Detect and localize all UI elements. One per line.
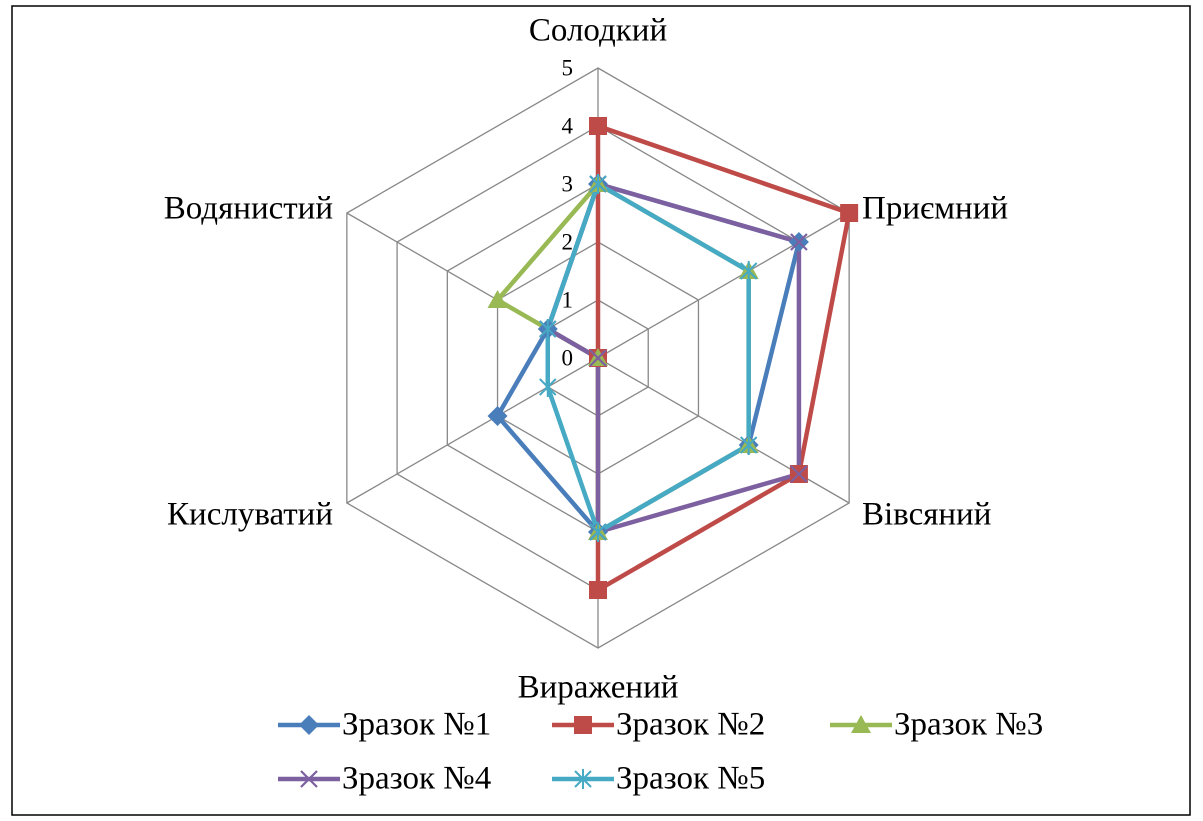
category-label: Виражений: [518, 670, 679, 706]
tick-label: 2: [562, 229, 574, 254]
marker: [739, 261, 758, 281]
category-label: Вівсяний: [862, 497, 991, 533]
marker: [790, 233, 808, 251]
legend-label: Зразок №4: [342, 761, 491, 797]
category-label: Приємний: [862, 191, 1008, 227]
marker: [574, 716, 592, 734]
marker: [589, 581, 607, 599]
marker: [589, 117, 607, 135]
tick-label: 1: [562, 287, 574, 312]
category-label: Солодкий: [529, 13, 667, 49]
marker: [299, 715, 319, 735]
marker: [487, 290, 508, 308]
category-label: Кислуватий: [167, 497, 333, 533]
tick-label: 5: [562, 55, 574, 80]
tick-label: 0: [562, 345, 574, 370]
spoke: [597, 212, 850, 359]
marker: [589, 349, 607, 367]
marker: [539, 319, 557, 339]
marker: [589, 174, 607, 194]
chart-border: [11, 5, 1191, 816]
marker: [840, 204, 859, 222]
marker: [487, 406, 508, 426]
marker: [574, 769, 592, 789]
tick-label: 3: [562, 171, 574, 196]
marker: [539, 377, 557, 397]
category-label: Водянистий: [164, 191, 333, 227]
tick-label: 4: [562, 113, 574, 138]
legend-label: Зразок №2: [616, 707, 765, 743]
legend-label: Зразок №1: [342, 707, 491, 743]
legend-label: Зразок №5: [616, 761, 765, 797]
marker: [300, 770, 318, 788]
marker: [790, 465, 808, 483]
marker: [739, 435, 758, 455]
legend-label: Зразок №3: [894, 707, 1043, 743]
marker: [589, 522, 607, 542]
spoke: [346, 357, 599, 504]
marker: [851, 715, 871, 733]
series-line: [595, 123, 852, 593]
